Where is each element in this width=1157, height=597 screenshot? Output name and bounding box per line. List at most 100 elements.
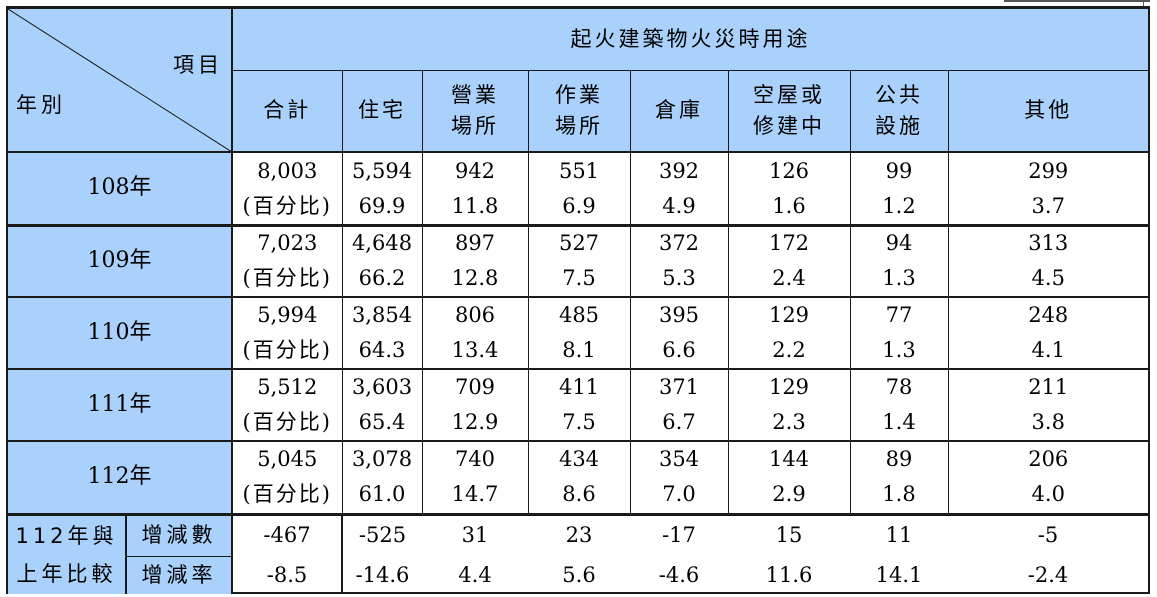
cell-residence: 3,603: [341, 368, 422, 405]
cell-vacant: 129: [727, 296, 850, 333]
col-header-business: 營業 場所: [421, 70, 528, 152]
cell-residence: 3,078: [341, 440, 422, 477]
cell-workplace-pct: 8.6: [527, 477, 630, 514]
cell-warehouse: 354: [629, 440, 728, 477]
top-rule: [1004, 0, 1150, 2]
pct-label: (百分比): [231, 477, 342, 514]
cell-other-pct: 4.5: [947, 261, 1148, 297]
col-header-vacant: 空屋或 修建中: [727, 70, 850, 152]
table-row: 增減率 -8.5 -14.6 4.4 5.6 -4.6 11.6 14.1 -2…: [8, 556, 1148, 594]
pct-label: (百分比): [231, 189, 342, 225]
cell-business: 709: [421, 368, 528, 405]
corner-year-label: 年別: [16, 93, 66, 117]
cell-business-pct: 12.8: [421, 261, 528, 297]
cell-vacant: 172: [727, 223, 850, 261]
table-row: 110年 5,994 3,854 806 485 395 129 77 248: [8, 296, 1148, 369]
cell-residence-pct: 64.3: [341, 333, 422, 369]
cell-total-change: -467: [231, 512, 342, 556]
cell-public-pct: 1.3: [849, 333, 948, 369]
change-count-label: 增減數: [125, 512, 232, 557]
cell-other-rate: -2.4: [1027, 562, 1069, 587]
cell-other: 299: [947, 151, 1148, 189]
corner-diagonal: [8, 9, 232, 152]
cell-residence: 4,648: [341, 223, 422, 261]
col-header-workplace: 作業 場所: [527, 70, 630, 152]
cell-public: 78: [849, 368, 948, 405]
year-label: 112年: [8, 440, 232, 514]
cell-workplace-pct: 6.9: [527, 189, 630, 225]
cell-public-pct: 1.4: [849, 405, 948, 441]
col-header-warehouse: 倉庫: [629, 70, 728, 152]
year-label: 108年: [8, 151, 232, 225]
table-row: (百分比) 66.2 12.8 7.5 5.3 2.4 1.3 4.5: [8, 261, 1148, 297]
cell-residence-pct: 61.0: [341, 477, 422, 514]
cell-public-pct: 1.2: [849, 189, 948, 225]
table-row: (百分比) 69.9 11.8 6.9 4.9 1.6 1.2 3.7: [8, 189, 1148, 225]
cell-workplace: 551: [527, 151, 630, 189]
cell-warehouse: 392: [629, 151, 728, 189]
col-header-other: 其他: [947, 70, 1148, 152]
cell-business-change: 31: [422, 512, 528, 556]
comparison-label: 112年與 上年比較: [8, 512, 126, 594]
table-row: (百分比) 65.4 12.9 7.5 6.7 2.3 1.4 3.8: [8, 405, 1148, 441]
cell-residence-rate: -14.6: [341, 556, 422, 594]
cell-workplace: 527: [527, 223, 630, 261]
cell-other-pct: 3.8: [947, 405, 1148, 441]
cell-public: 89: [849, 440, 948, 477]
cell-residence-change: -525: [341, 512, 422, 556]
cell-residence: 3,854: [341, 296, 422, 333]
cell-total: 5,045: [231, 440, 342, 477]
cell-vacant-pct: 2.2: [727, 333, 850, 369]
cell-business: 897: [421, 223, 528, 261]
cell-business-pct: 12.9: [421, 405, 528, 441]
cell-vacant: 129: [727, 368, 850, 405]
cell-warehouse-pct: 6.6: [629, 333, 728, 369]
top-rule-tick: [1143, 0, 1144, 6]
pct-label: (百分比): [231, 333, 342, 369]
cell-workplace-pct: 7.5: [527, 405, 630, 441]
cell-workplace: 411: [527, 368, 630, 405]
col-header-public: 公共 設施: [849, 70, 948, 152]
cell-public: 77: [849, 296, 948, 333]
cell-total: 8,003: [231, 151, 342, 189]
table-row: 112年與 上年比較 增減數 -467 -525 31 23 -17 15 11 …: [8, 512, 1148, 594]
cell-residence: 5,594: [341, 151, 422, 189]
cell-residence-pct: 69.9: [341, 189, 422, 225]
cell-total-rate: -8.5: [231, 556, 342, 594]
cell-vacant-pct: 2.4: [727, 261, 850, 297]
statistics-table-frame: 項目 年別 起火建築物火災時用途 合計 住宅 營業 場所 作業 場所 倉庫 空屋或修…: [6, 6, 1150, 594]
cell-business-pct: 14.7: [421, 477, 528, 514]
header-corner: 項目 年別: [8, 9, 232, 152]
table-row: 111年 5,512 3,603 709 411 371 129 78 211: [8, 368, 1148, 441]
cell-warehouse-pct: 7.0: [629, 477, 728, 514]
cell-business: 942: [421, 151, 528, 189]
cell-residence-pct: 65.4: [341, 405, 422, 441]
cell-vacant-pct: 1.6: [727, 189, 850, 225]
year-label: 110年: [8, 296, 232, 369]
cell-workplace-pct: 8.1: [527, 333, 630, 369]
cell-workplace: 485: [527, 296, 630, 333]
cell-public-pct: 1.3: [849, 261, 948, 297]
fire-building-use-table: 項目 年別 起火建築物火災時用途 合計 住宅 營業 場所 作業 場所 倉庫 空屋或修…: [8, 9, 1148, 594]
cell-warehouse: 395: [629, 296, 728, 333]
table-row: (百分比) 61.0 14.7 8.6 7.0 2.9 1.8 4.0: [8, 477, 1148, 514]
cell-warehouse-pct: 5.3: [629, 261, 728, 297]
cell-business: 740: [421, 440, 528, 477]
cell-other-change: -5: [948, 512, 1148, 556]
cell-vacant-rate: 11.6: [765, 562, 813, 587]
cell-business-pct: 11.8: [421, 189, 528, 225]
cell-vacant: 126: [727, 151, 850, 189]
col-header-residence: 住宅: [341, 70, 422, 152]
cell-other: 248: [947, 296, 1148, 333]
cell-workplace-change: 23: [528, 512, 630, 556]
cell-total: 5,994: [231, 296, 342, 333]
cell-public: 99: [849, 151, 948, 189]
cell-public-rate: 14.1: [875, 562, 923, 587]
pct-label: (百分比): [231, 405, 342, 441]
cell-other: 206: [947, 440, 1148, 477]
cell-vacant: 144: [727, 440, 850, 477]
cell-business-rate: 4.4: [458, 562, 492, 587]
table-row: 112年 5,045 3,078 740 434 354 144 89 206: [8, 440, 1148, 514]
cell-workplace-pct: 7.5: [527, 261, 630, 297]
cell-other-pct: 4.0: [947, 477, 1148, 514]
